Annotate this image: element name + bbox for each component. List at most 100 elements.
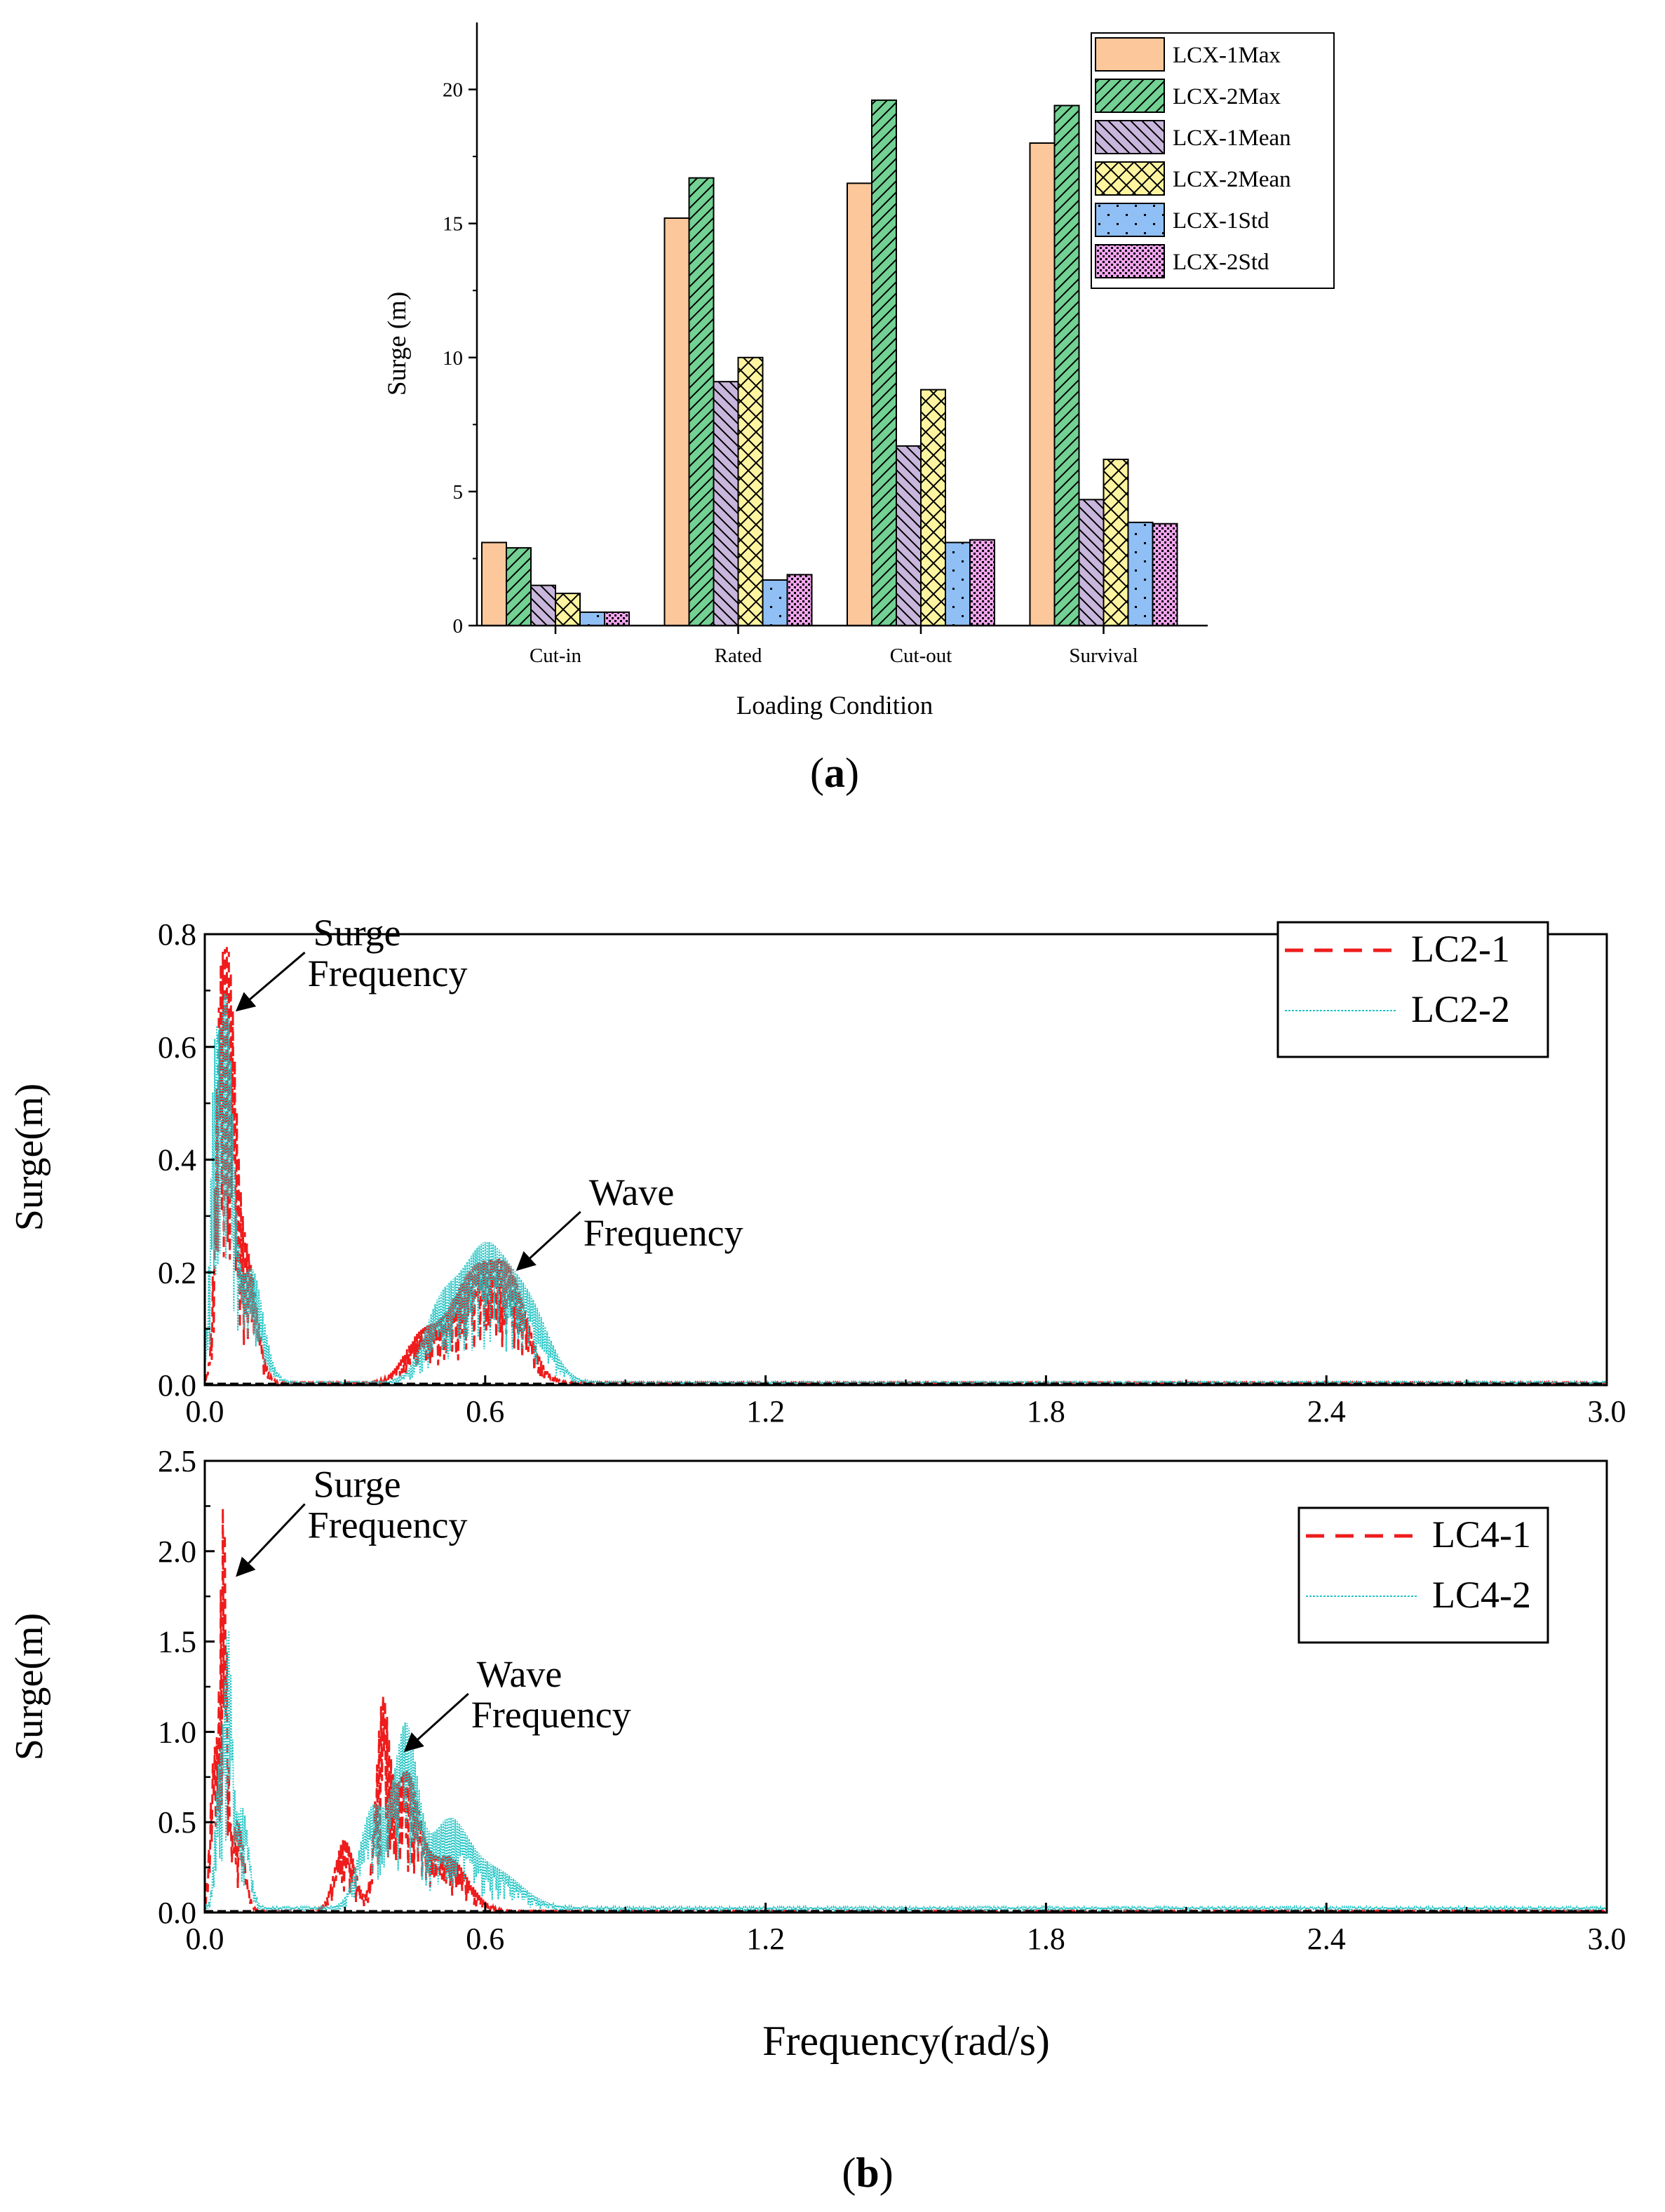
bar-lcx-1std-survival [1127, 521, 1154, 626]
x-tick-label: Rated [715, 645, 762, 667]
y-axis-title: Surge(m) [8, 1084, 51, 1232]
line-chart-b-bottom: 0.0 0.6 1.2 1.8 2.4 3.0 0.0 0.5 1.0 1.5 2.0 2.5 Sur… [8, 1444, 1626, 2196]
legend: LCX-1Max LCX-2Max LCX-1Mean LCX-2Mean LCX-1S… [1091, 32, 1335, 289]
bar-chart-a: 0 5 10 15 20 Cut-in Rated Cut-out Survival Loadi… [383, 22, 1335, 796]
y-tick-label: 1.5 [158, 1625, 196, 1659]
annotation-line2: Frequency [308, 952, 468, 994]
y-tick-label: 2.5 [158, 1444, 196, 1478]
bar-lcx-1mean-rated [713, 381, 739, 627]
annotation-arrow [236, 1503, 306, 1577]
y-tick-label: 1.0 [158, 1715, 196, 1749]
legend: LC4-1 LC4-2 [1297, 1506, 1549, 1644]
x-tick-label: 1.2 [746, 1922, 785, 1956]
bar-lcx-1mean-survival [1078, 499, 1105, 626]
panel-label-a: (a) [810, 750, 859, 796]
bar-group [481, 99, 1178, 627]
x-tick-label: 0.0 [186, 1394, 224, 1429]
bar-lcx-1max-rated [663, 217, 690, 626]
bar-lcx-2std-cut-in [604, 611, 630, 627]
legend-label: LCX-2Mean [1173, 167, 1291, 192]
legend-swatch-lcx-2max [1095, 79, 1165, 113]
annotation-line1: Surge [314, 912, 401, 954]
annotation-line1: Wave [477, 1653, 562, 1695]
legend-label: LCX-2Max [1173, 84, 1281, 109]
x-tick-label: 0.6 [466, 1922, 504, 1956]
y-tick-label: 0.5 [158, 1805, 196, 1840]
bar-lcx-2mean-rated [737, 356, 764, 626]
bar-lcx-2mean-cut-out [920, 389, 946, 627]
bar-lcx-1std-cut-out [945, 541, 971, 626]
y-tick-label: 0.6 [158, 1030, 196, 1065]
axes: 0 5 10 15 20 Cut-in Rated Cut-out Survival [443, 22, 1208, 667]
annotation-line2: Frequency [308, 1504, 468, 1546]
bar-lcx-2mean-survival [1103, 459, 1129, 626]
legend-label: LC2-1 [1411, 928, 1510, 970]
y-tick-label: 2.0 [158, 1535, 196, 1569]
legend-label: LCX-2Std [1173, 250, 1269, 275]
x-tick-label: 2.4 [1307, 1922, 1346, 1956]
y-tick-label: 15 [443, 213, 463, 236]
y-tick-label: 0 [453, 615, 464, 638]
annotation-line1: Wave [589, 1171, 675, 1213]
y-tick-label: 0.8 [158, 917, 196, 952]
y-tick-label: 0.0 [158, 1368, 196, 1403]
bar-lcx-2std-rated [786, 574, 813, 627]
axes: 0.0 0.6 1.2 1.8 2.4 3.0 0.0 0.5 1.0 1.5 2.0 2.5 [158, 1444, 1626, 1956]
bar-lcx-2max-cut-out [871, 99, 897, 627]
panel-letter-a: a [824, 750, 845, 796]
x-tick-label: 1.8 [1027, 1394, 1065, 1429]
x-tick-label: 1.8 [1027, 1922, 1065, 1956]
bar-lcx-2max-survival [1053, 104, 1080, 626]
line-chart-b-top: 0.0 0.6 1.2 1.8 2.4 3.0 0.0 0.2 0.4 0.6 0.8 Surge(… [8, 912, 1626, 1429]
bar-lcx-2max-cut-in [506, 547, 532, 627]
legend-label: LCX-1Max [1173, 43, 1281, 68]
series-line-lc2-1 [204, 947, 1608, 1388]
bar-lcx-2max-rated [688, 177, 715, 626]
y-tick-label: 0.4 [158, 1143, 196, 1178]
x-tick-label: 3.0 [1588, 1922, 1626, 1956]
legend-label: LC4-2 [1432, 1574, 1531, 1616]
annotation-line2: Frequency [471, 1694, 631, 1736]
bar-lcx-1max-cut-out [847, 182, 872, 627]
x-axis-title: Frequency(rad/s) [762, 2018, 1050, 2064]
legend-swatch-lcx-1mean [1095, 120, 1165, 154]
x-tick-label: 1.2 [746, 1394, 785, 1429]
y-tick-label: 20 [443, 79, 463, 102]
x-tick-label: Survival [1069, 645, 1138, 667]
legend-swatch-lcx-1max [1095, 37, 1165, 72]
annotation-arrow [403, 1692, 469, 1753]
bar-lcx-1mean-cut-out [896, 445, 922, 627]
bar-lcx-1mean-cut-in [530, 584, 556, 627]
x-tick-label: Cut-out [890, 645, 952, 667]
legend-label: LCX-1Mean [1173, 126, 1291, 151]
x-tick-label: 0.0 [186, 1922, 224, 1956]
x-tick-label: 2.4 [1307, 1394, 1346, 1429]
y-tick-label: 10 [443, 347, 463, 370]
x-tick-label: Cut-in [530, 645, 582, 667]
legend-swatch-lcx-1std [1095, 203, 1165, 237]
legend-label: LC4-1 [1432, 1513, 1531, 1556]
y-axis-title: Surge(m) [8, 1613, 51, 1761]
y-tick-label: 0.0 [158, 1896, 196, 1930]
x-tick-label: 3.0 [1588, 1394, 1626, 1429]
x-axis-title: Loading Condition [736, 692, 933, 720]
annotation-arrow [515, 1210, 581, 1272]
x-tick-label: 0.6 [466, 1394, 504, 1429]
bar-lcx-2std-cut-out [969, 539, 995, 627]
bar-lcx-2mean-cut-in [555, 593, 581, 627]
y-tick-label: 0.2 [158, 1255, 196, 1290]
bar-lcx-2std-survival [1152, 522, 1178, 626]
legend-swatch-lcx-2mean [1095, 161, 1165, 196]
bar-lcx-1max-survival [1029, 142, 1056, 626]
annotation-line2: Frequency [584, 1212, 743, 1254]
legend-label: LCX-1Std [1173, 208, 1269, 234]
bar-lcx-1std-cut-in [579, 611, 605, 627]
annotation-arrow [235, 951, 306, 1012]
y-axis-title: Surge (m) [383, 292, 412, 396]
legend-swatch-lcx-2std [1095, 244, 1165, 278]
legend-box [1276, 921, 1549, 1058]
bar-lcx-1max-cut-in [481, 541, 507, 626]
legend-label: LC2-2 [1411, 988, 1510, 1030]
